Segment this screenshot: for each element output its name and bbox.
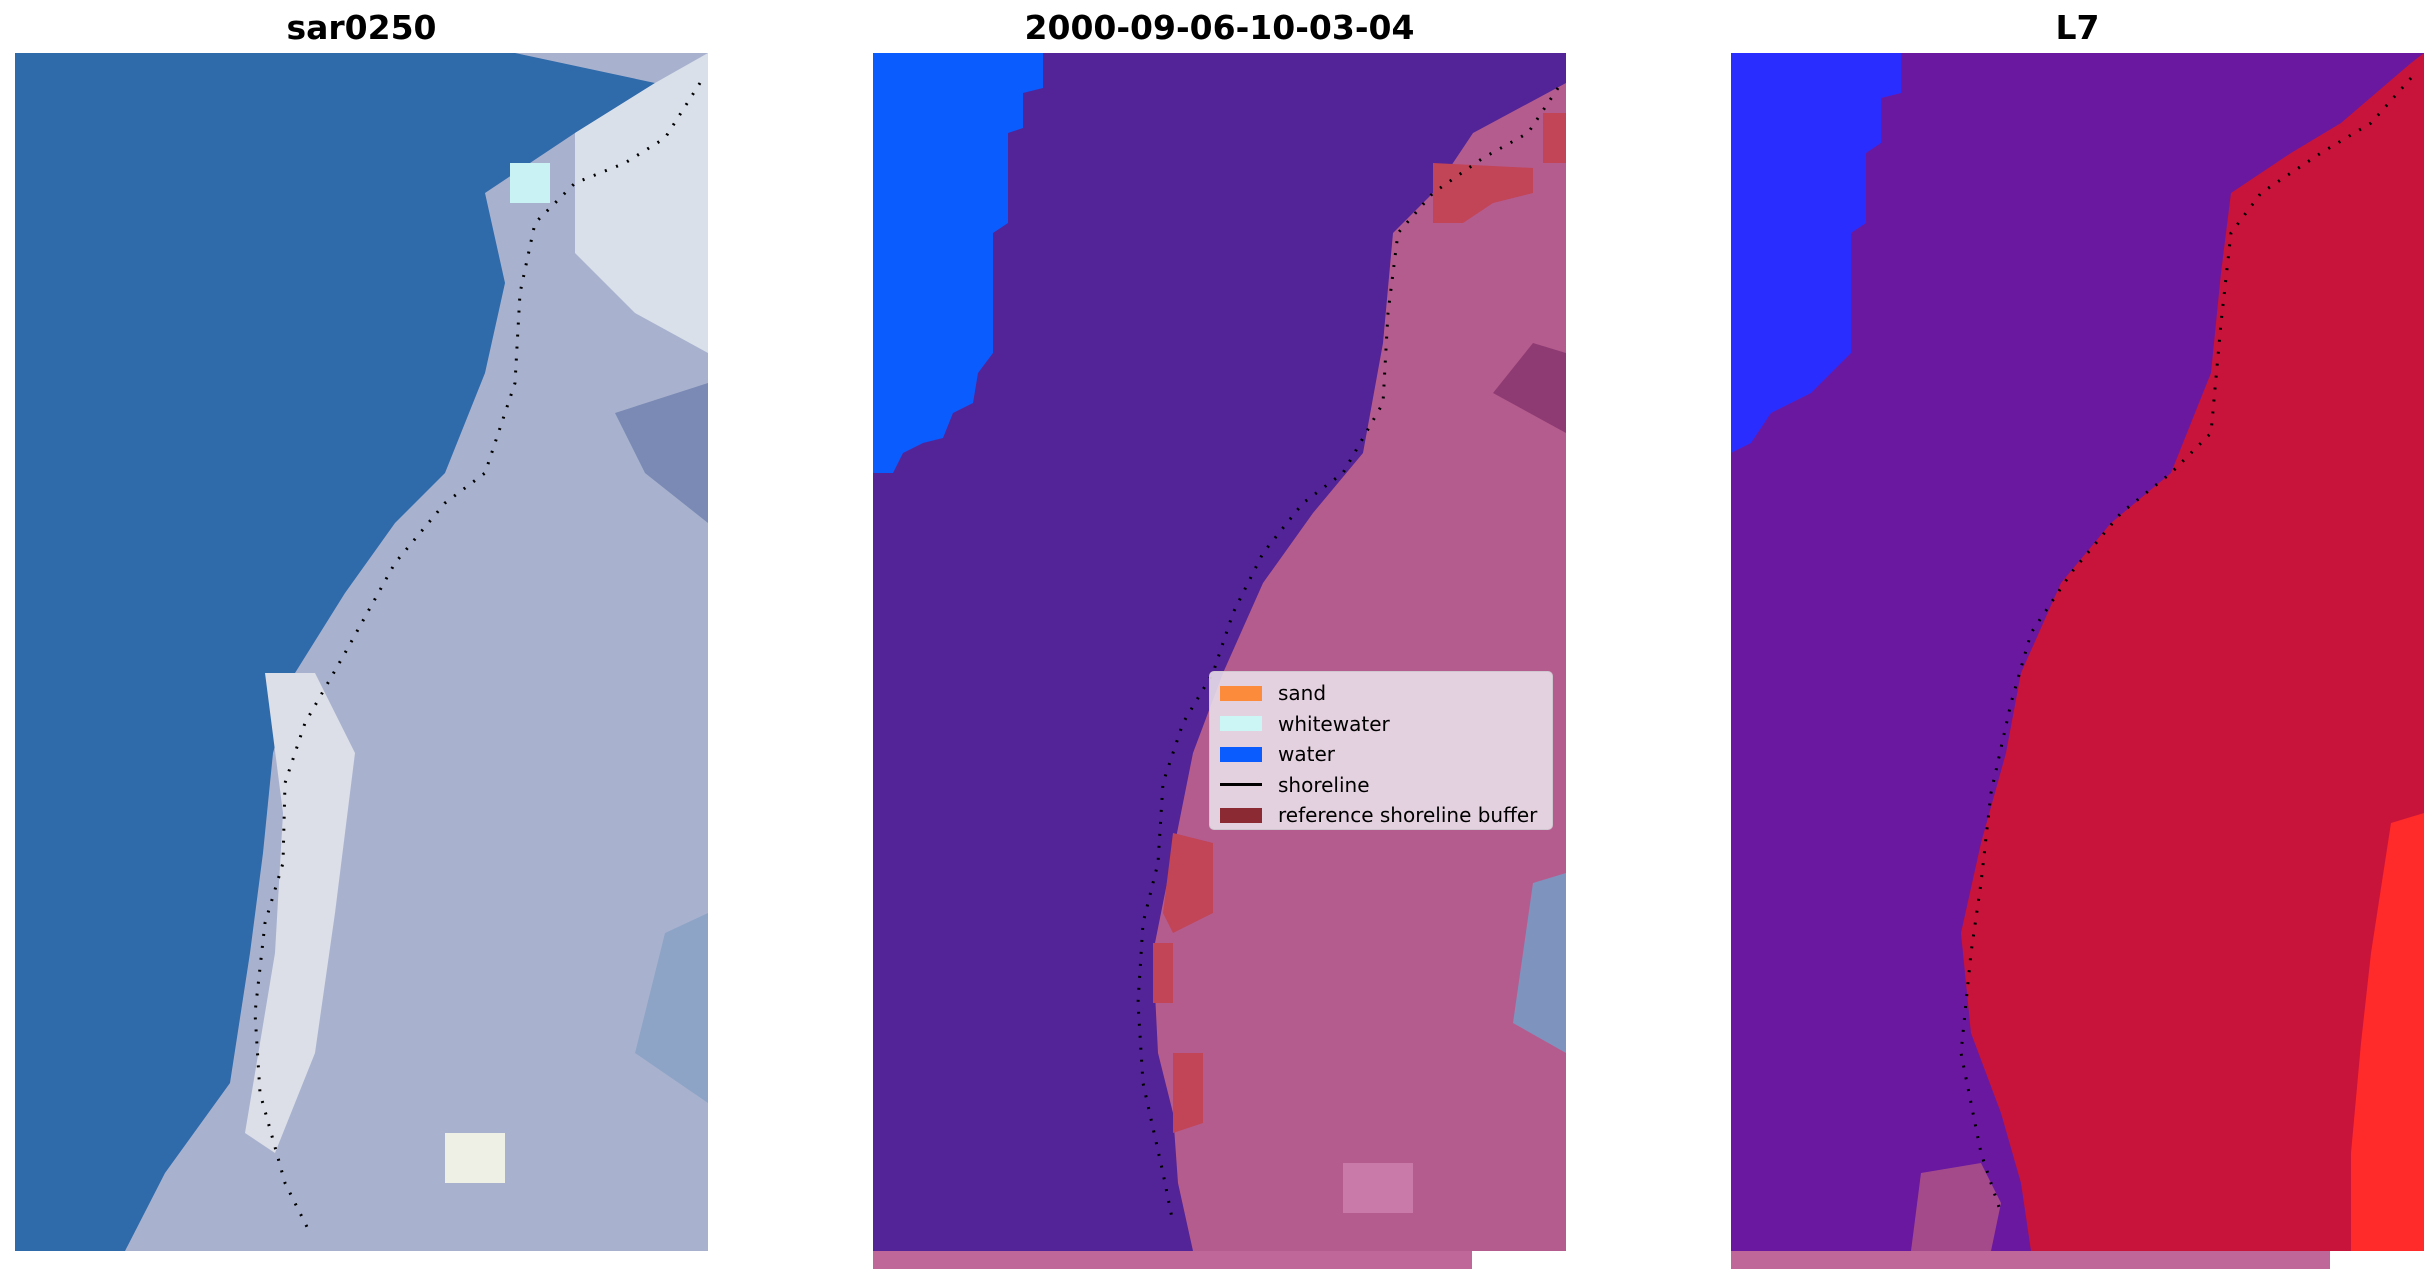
shoreline-dotted <box>1136 87 1560 1224</box>
shoreline-dotted <box>1959 77 2413 1214</box>
reference-buffer-swatch <box>1220 807 1262 823</box>
sand-swatch <box>1220 685 1262 701</box>
legend-label: shoreline <box>1278 772 1370 797</box>
water-swatch <box>1220 746 1262 762</box>
legend: sand whitewater water shoreline referenc… <box>1209 671 1553 830</box>
legend-label: whitewater <box>1278 711 1390 736</box>
classified-image-panel <box>873 53 1566 1251</box>
shoreline-line-swatch <box>1220 783 1262 787</box>
legend-item-water: water <box>1220 739 1542 770</box>
panel-title-date: 2000-09-06-10-03-04 <box>1024 8 1415 47</box>
whitewater-swatch <box>1220 716 1262 732</box>
legend-item-shoreline: shoreline <box>1220 770 1542 801</box>
panel-title-rgb: sar0250 <box>286 8 437 47</box>
footer-strip-satellite <box>1731 1251 2330 1269</box>
rgb-image-panel <box>15 53 708 1251</box>
legend-item-whitewater: whitewater <box>1220 709 1542 740</box>
legend-item-sand: sand <box>1220 678 1542 709</box>
legend-item-reference-buffer: reference shoreline buffer <box>1220 800 1542 831</box>
legend-label: reference shoreline buffer <box>1278 803 1538 828</box>
index-image-panel <box>1731 53 2424 1251</box>
legend-label: sand <box>1278 681 1327 706</box>
panel-title-satellite: L7 <box>2055 8 2100 47</box>
legend-label: water <box>1278 742 1335 767</box>
footer-strip-date <box>873 1251 1472 1269</box>
